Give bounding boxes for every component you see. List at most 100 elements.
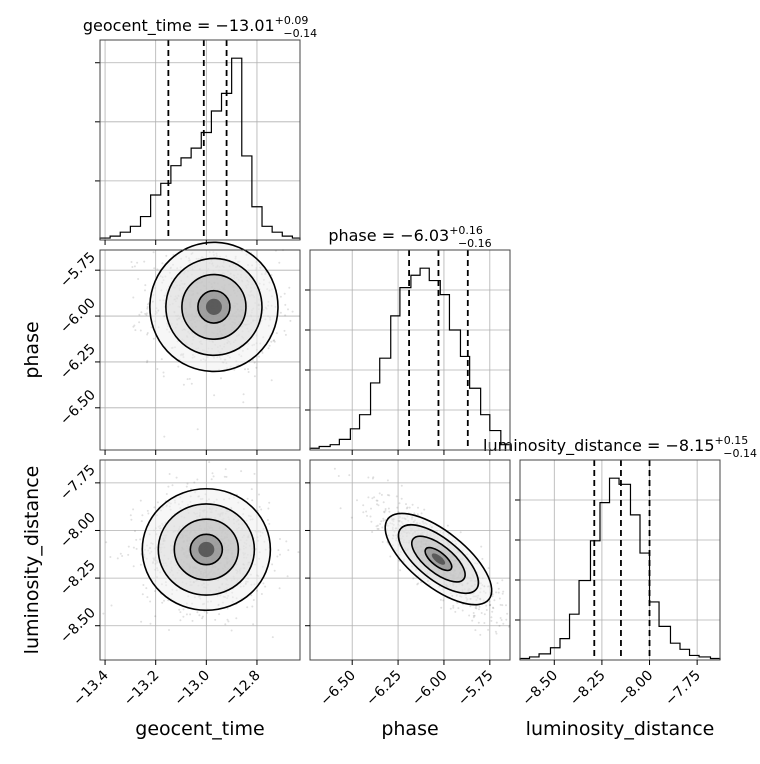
sample-point — [277, 549, 280, 552]
sample-point — [395, 495, 398, 498]
sample-point — [268, 344, 271, 347]
sample-point — [279, 553, 281, 556]
sample-point — [262, 582, 265, 585]
sample-point — [206, 611, 209, 614]
sample-point — [134, 530, 136, 533]
sample-point — [266, 519, 269, 521]
sample-point — [225, 475, 228, 478]
sample-point — [362, 511, 365, 514]
sample-point — [185, 485, 188, 488]
sample-point — [505, 618, 508, 621]
sample-point — [388, 510, 391, 513]
sample-point — [416, 513, 419, 516]
sample-point — [163, 599, 165, 602]
sample-point — [252, 623, 255, 626]
sample-point — [382, 517, 385, 520]
density-phase_vs_geocent_time — [149, 242, 278, 372]
histogram-luminosity_distance — [519, 477, 721, 660]
sample-point — [406, 506, 409, 509]
y-tick-label: −7.75 — [57, 462, 99, 504]
sample-point — [188, 377, 191, 380]
sample-point — [479, 633, 482, 636]
sample-point — [198, 614, 201, 617]
sample-point — [116, 557, 119, 560]
sample-point — [485, 604, 488, 607]
xlabel-phase: phase — [381, 718, 438, 740]
sample-point — [375, 525, 378, 528]
sample-point — [102, 612, 105, 615]
histogram-geocent_time — [99, 57, 301, 240]
sample-point — [459, 531, 462, 534]
sample-point — [146, 306, 149, 308]
sample-point — [201, 617, 204, 620]
sample-point — [146, 303, 149, 306]
sample-point — [182, 383, 185, 386]
sample-point — [214, 618, 217, 621]
sample-point — [146, 332, 149, 334]
sample-point — [497, 587, 500, 590]
sample-point — [177, 365, 180, 368]
x-tick-label: −7.75 — [662, 668, 704, 710]
sample-point — [272, 339, 275, 342]
panel-frame-luminosity_distance_vs_geocent_time — [99, 459, 301, 661]
density-level — [431, 553, 446, 565]
sample-point — [175, 476, 178, 479]
sample-point — [285, 540, 288, 543]
sample-point — [362, 504, 365, 507]
sample-point — [370, 520, 373, 523]
sample-point — [505, 604, 507, 607]
sample-point — [496, 582, 499, 585]
sample-point — [386, 494, 389, 496]
sample-point — [478, 605, 481, 608]
contour-line — [397, 524, 480, 595]
sample-point — [371, 531, 374, 533]
sample-point — [105, 541, 108, 544]
sample-point — [492, 606, 494, 609]
sample-point — [138, 321, 141, 324]
contour-line — [181, 273, 247, 340]
sample-point — [240, 470, 243, 473]
ylabel-luminosity-distance: luminosity_distance — [21, 466, 43, 655]
sample-point — [144, 289, 146, 292]
x-tick-label: −8.50 — [519, 668, 561, 710]
sample-point — [193, 481, 196, 484]
sample-point — [279, 311, 282, 314]
sample-point — [242, 393, 245, 396]
sample-point — [109, 556, 112, 558]
sample-point — [371, 497, 374, 500]
contour-line — [384, 512, 493, 606]
sample-point — [417, 582, 420, 585]
sample-point — [502, 622, 505, 625]
density-luminosity_distance_vs_phase — [385, 513, 492, 605]
sample-point — [152, 337, 155, 340]
sample-point — [477, 621, 480, 624]
sample-point — [478, 608, 480, 611]
sample-point — [493, 599, 496, 602]
sample-point — [153, 506, 156, 509]
sample-point — [260, 508, 263, 511]
sample-point — [161, 601, 164, 604]
sample-point — [145, 587, 148, 590]
sample-point — [405, 503, 407, 506]
sample-point — [348, 474, 351, 477]
sample-point — [273, 339, 276, 342]
sample-point — [389, 555, 392, 558]
sample-point — [366, 514, 368, 517]
sample-point — [383, 510, 385, 513]
sample-point — [260, 593, 263, 595]
sample-point — [127, 553, 130, 556]
sample-point — [380, 520, 383, 523]
sample-point — [153, 267, 156, 270]
sample-point — [333, 467, 336, 470]
sample-point — [380, 493, 383, 496]
sample-point — [492, 607, 495, 610]
y-tick-label: −8.00 — [57, 510, 99, 552]
y-tick-label: −8.25 — [57, 557, 99, 599]
sample-point — [201, 615, 204, 618]
sample-point — [356, 499, 358, 502]
hist-grid-geocent_time — [104, 40, 258, 240]
sample-point — [369, 515, 372, 518]
title-phase: phase = −6.03+0.16 −0.16 — [328, 224, 491, 250]
xlabel-luminosity-distance: luminosity_distance — [526, 718, 715, 740]
hist-grid-luminosity_distance — [553, 460, 698, 660]
